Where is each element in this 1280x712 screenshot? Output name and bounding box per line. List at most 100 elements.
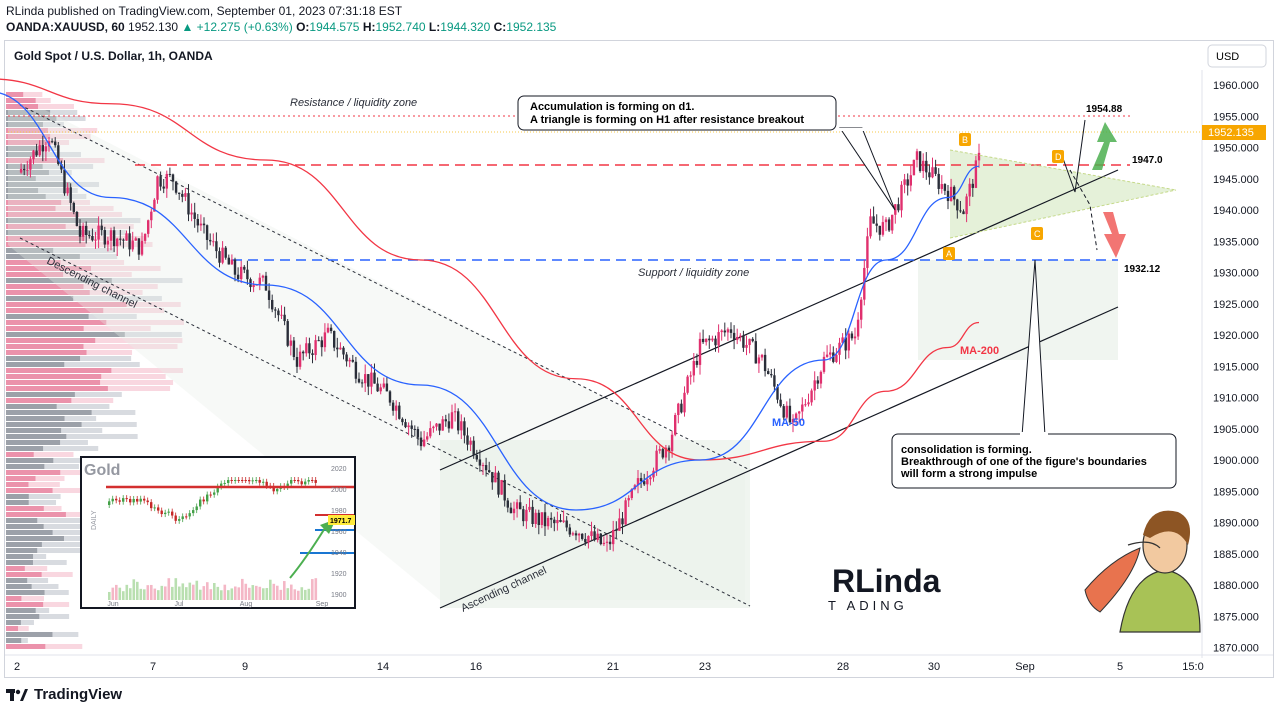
ascending-channel-lower (439, 306, 1119, 609)
candle (364, 364, 367, 392)
publisher-line: RLinda published on TradingView.com, Sep… (6, 4, 403, 18)
candle (466, 427, 469, 451)
candle (398, 402, 401, 420)
low-value: 1944.320 (440, 20, 491, 34)
candle (881, 215, 885, 237)
candle (708, 335, 711, 349)
candle (680, 399, 683, 414)
ma50-label: MA-50 (772, 417, 805, 429)
candle (432, 425, 435, 433)
candle (243, 265, 246, 274)
pattern-points: A B C D (943, 133, 1064, 260)
close-value: 1952.135 (506, 20, 557, 34)
red-arrow-down (1103, 212, 1126, 258)
x-tick-label: 23 (699, 661, 711, 673)
candle (701, 329, 705, 344)
candle (94, 231, 97, 249)
candle (943, 183, 947, 196)
candle (401, 417, 404, 426)
candle (844, 328, 847, 360)
candle (887, 217, 891, 232)
candle (63, 160, 66, 196)
candle (478, 449, 482, 472)
candle (562, 510, 565, 524)
candle (866, 227, 869, 277)
candle (202, 217, 206, 234)
candle (763, 348, 767, 377)
svg-text:C: C (1034, 229, 1041, 239)
candle (850, 331, 854, 341)
candle (391, 400, 395, 416)
candle (187, 184, 190, 222)
candle (429, 421, 432, 439)
price-axis[interactable]: 1960.000 1955.000 1950.000 1945.000 1940.000… (1201, 44, 1267, 658)
candle (298, 344, 302, 370)
candle (543, 503, 547, 537)
svg-text:1900: 1900 (331, 592, 347, 599)
candle (109, 227, 113, 251)
candle (320, 336, 323, 357)
candle (277, 308, 280, 322)
candle (534, 509, 537, 528)
candle (894, 203, 897, 224)
candle (168, 167, 172, 178)
candle (23, 164, 26, 176)
candle (962, 209, 965, 215)
open-label: O: (296, 20, 310, 34)
candle (807, 393, 810, 407)
candle (922, 153, 925, 178)
usd-button[interactable] (1207, 44, 1267, 68)
channels (19, 104, 1119, 609)
time-axis[interactable]: 2 7 9 14 16 21 23 28 30 Sep 5 15:0 (5, 654, 1273, 673)
candle (75, 211, 79, 227)
ma200-line (0, 78, 980, 461)
candle (621, 512, 624, 535)
y-tick-label: 1940.000 (1213, 205, 1259, 217)
candle (813, 371, 816, 401)
candle (283, 306, 286, 326)
x-tick-label: 5 (1117, 661, 1123, 673)
y-tick-label: 1875.000 (1213, 611, 1259, 623)
tradingview-brand[interactable]: TradingView (6, 686, 122, 703)
candle (469, 437, 472, 452)
candle (97, 216, 100, 249)
candle (305, 337, 308, 357)
candle (252, 280, 255, 293)
candle (240, 260, 243, 284)
candle (44, 141, 48, 162)
svg-text:will form a strong impulse: will form a strong impulse (900, 468, 1037, 480)
candle (289, 334, 292, 356)
svg-text:1980: 1980 (331, 508, 347, 515)
svg-text:1920: 1920 (331, 571, 347, 578)
candle (853, 327, 857, 345)
candle (931, 157, 934, 179)
resistance-zone-label: Resistance / liquidity zone (290, 97, 417, 109)
y-tick-label: 1920.000 (1213, 330, 1259, 342)
ma200-label: MA-200 (960, 345, 999, 357)
candle (971, 178, 974, 197)
y-tick-label: 1895.000 (1213, 486, 1259, 498)
candle (103, 226, 106, 249)
y-tick-label: 1925.000 (1213, 299, 1259, 311)
svg-text:B: B (962, 135, 968, 145)
candle (860, 297, 863, 329)
candle (342, 346, 345, 360)
candle (227, 254, 230, 265)
zones (8, 110, 1176, 608)
svg-text:Breakthrough of one of the fig: Breakthrough of one of the figure's boun… (901, 456, 1147, 468)
y-tick-label: 1955.000 (1213, 111, 1259, 123)
candle (550, 512, 553, 528)
candle (174, 180, 178, 195)
svg-text:USD: USD (1216, 51, 1239, 63)
candle (221, 241, 224, 265)
candle (100, 219, 103, 236)
candle (57, 141, 60, 166)
candle (528, 497, 531, 513)
x-tick-label: 14 (377, 661, 389, 673)
candle (317, 336, 320, 342)
candle (965, 193, 968, 223)
x-tick-label: 9 (242, 661, 248, 673)
candle (72, 201, 75, 215)
candle (230, 254, 234, 265)
